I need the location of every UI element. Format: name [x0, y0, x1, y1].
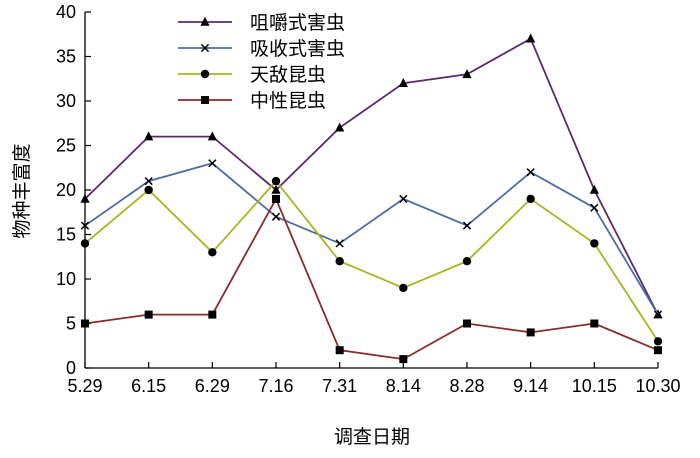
series-layer [80, 33, 663, 364]
data-point [463, 319, 471, 328]
x-tick-label: 10.15 [572, 376, 617, 396]
data-point [80, 221, 90, 230]
series-2 [80, 159, 663, 319]
data-point [144, 176, 153, 186]
data-point [398, 78, 408, 87]
y-tick-label: 30 [56, 91, 76, 111]
legend-label: 吸收式害虫 [250, 38, 345, 60]
data-point [144, 131, 154, 141]
x-tick-label: 6.15 [131, 376, 166, 396]
data-point [399, 283, 408, 293]
data-point [590, 319, 599, 328]
x-tick-label: 8.14 [386, 376, 421, 396]
legend-label: 天敌昆虫 [250, 64, 326, 86]
data-point [272, 194, 280, 203]
x-axis-label: 调查日期 [334, 426, 410, 448]
series-1 [80, 33, 663, 319]
series-3 [80, 176, 663, 346]
series-line [84, 162, 659, 316]
data-point [80, 193, 90, 203]
data-point [271, 212, 281, 221]
data-point [144, 185, 153, 195]
y-tick-label: 20 [56, 180, 76, 200]
data-point [462, 69, 472, 79]
data-point [590, 239, 599, 248]
y-tick-label: 15 [56, 225, 76, 245]
series-line [84, 179, 659, 342]
x-tick-label: 9.14 [513, 376, 548, 396]
data-point [208, 248, 217, 257]
legend-marker [200, 43, 210, 53]
data-point [335, 239, 344, 248]
x-tick-label: 7.16 [258, 376, 293, 396]
data-point [207, 131, 217, 141]
x-tick-label: 6.29 [195, 376, 230, 396]
legend-item: 天敌昆虫 [178, 64, 326, 86]
data-point [526, 328, 535, 337]
data-point [589, 184, 599, 194]
series-4 [81, 194, 662, 364]
data-point [335, 257, 344, 266]
y-tick-label: 0 [66, 358, 76, 378]
data-point [80, 239, 90, 248]
data-point [526, 168, 535, 177]
series-line [84, 37, 659, 316]
legend-marker [200, 69, 210, 79]
data-point [399, 194, 408, 204]
y-axis-label: 物种丰富度 [11, 143, 33, 238]
data-point [590, 203, 599, 212]
data-point [271, 184, 281, 194]
data-point [653, 337, 663, 346]
legend-item: 吸收式害虫 [178, 38, 345, 60]
legend-label: 咀嚼式害虫 [250, 12, 345, 34]
data-point [335, 346, 344, 355]
legend-item: 中性昆虫 [178, 90, 326, 112]
data-point [208, 159, 217, 168]
data-point [526, 194, 535, 204]
y-tick-label: 10 [56, 269, 76, 289]
legend-item: 咀嚼式害虫 [178, 12, 345, 34]
x-tick-label: 7.31 [322, 376, 357, 396]
x-tick-label: 10.30 [635, 376, 680, 396]
x-tick-label: 8.28 [449, 376, 484, 396]
data-point [271, 176, 281, 186]
legend-label: 中性昆虫 [250, 90, 326, 112]
y-tick-label: 5 [66, 314, 76, 334]
data-point [462, 221, 472, 230]
data-point [399, 355, 408, 364]
data-point [144, 310, 153, 319]
y-tick-label: 40 [56, 2, 76, 22]
y-tick-label: 25 [56, 136, 76, 156]
legend-marker [201, 96, 209, 104]
data-point [208, 310, 217, 319]
data-point [654, 346, 662, 355]
series-line [84, 196, 659, 361]
data-point [526, 33, 536, 43]
data-point [81, 319, 89, 328]
axes: 0 5 10 15 20 25 30 35 40 5.29 6.15 6.29 7.16 7.31 8.14… [56, 2, 681, 396]
data-point [462, 257, 472, 266]
y-tick-label: 35 [56, 47, 76, 67]
data-point [335, 122, 345, 132]
legend-marker [200, 16, 210, 26]
x-tick-label: 5.29 [67, 376, 102, 396]
data-point [653, 310, 663, 319]
